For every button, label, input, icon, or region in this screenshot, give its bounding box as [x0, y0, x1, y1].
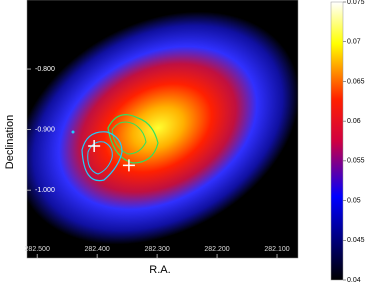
y-tick-label: -1.000: [35, 187, 55, 194]
image: [27, 0, 298, 258]
contour: [71, 130, 75, 134]
colorbar-tick-label: 0.04: [347, 277, 361, 283]
colorbar: [330, 1, 344, 281]
contour: [81, 131, 123, 182]
y-axis-label: Declination: [4, 115, 16, 169]
x-tick-label: 282.300: [144, 246, 169, 253]
x-tick-label: 282.400: [84, 246, 109, 253]
colorbar-tick-label: 0.075: [347, 0, 365, 6]
emission: [27, 11, 298, 245]
x-tick-label: 282.500: [25, 246, 50, 253]
colorbar-tick-label: 0.055: [347, 158, 365, 165]
contour: [111, 121, 147, 155]
overlay: 282.500 282.400 282.300 282.200 282.100 -0.80…: [25, 0, 365, 283]
colorbar-tick-label: 0.065: [347, 78, 365, 85]
x-tick-label: 282.200: [204, 246, 229, 253]
x-tick-label: 282.100: [264, 246, 289, 253]
y-tick-label: -0.800: [35, 66, 55, 73]
colorbar-tick-label: 0.07: [347, 39, 361, 46]
colorbar-tick-label: 0.045: [347, 237, 365, 244]
marker: [88, 139, 101, 152]
x-axis-label: R.A.: [149, 264, 170, 276]
marker: [122, 159, 135, 172]
frame: [26, 0, 299, 259]
colorbar-tick-label: 0.05: [347, 197, 361, 204]
colorbar-tick-label: 0.06: [347, 118, 361, 125]
y-tick-label: -0.900: [35, 126, 55, 133]
contour: [107, 114, 159, 164]
contour: [87, 141, 113, 175]
